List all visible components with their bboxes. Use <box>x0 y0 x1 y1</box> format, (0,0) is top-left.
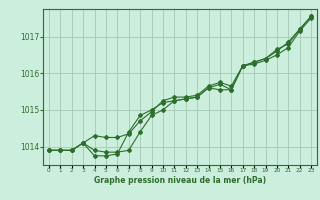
X-axis label: Graphe pression niveau de la mer (hPa): Graphe pression niveau de la mer (hPa) <box>94 176 266 185</box>
